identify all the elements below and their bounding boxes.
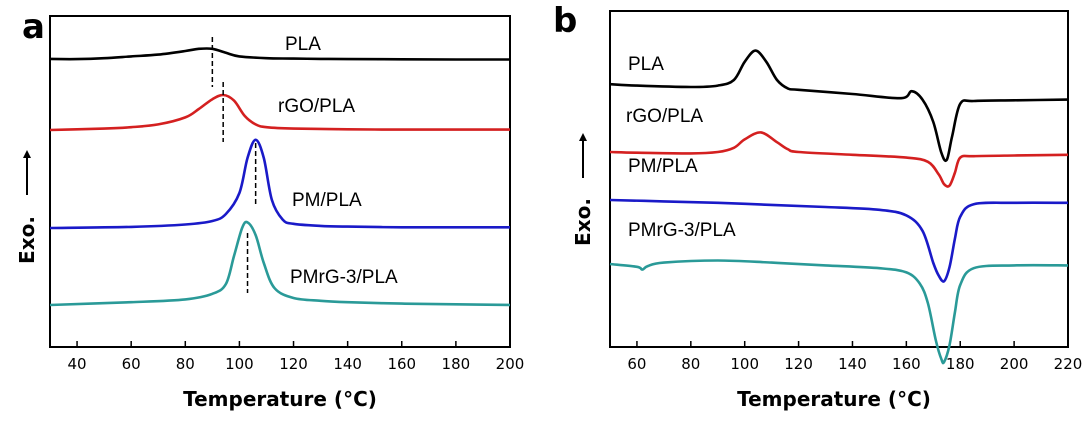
- series-line-a-pm-pla: [49, 138, 510, 230]
- x-tick-label-b-60: 60: [627, 355, 646, 373]
- x-tick-label-b-100: 100: [730, 355, 759, 373]
- series-line-b-pla: [609, 49, 1069, 163]
- arrow-head-icon: [579, 133, 587, 141]
- series-label-b-pmrg-3-pla: PMrG-3/PLA: [628, 220, 736, 241]
- x-ticks-b: 60 80 100 120 140 160 180 200 220: [627, 341, 1082, 373]
- series-line-a-rgo-pla: [49, 93, 510, 132]
- x-tick-label-a-160: 160: [387, 355, 416, 373]
- x-tick-label-a-140: 140: [333, 355, 362, 373]
- series-label-b-pla: PLA: [628, 54, 664, 75]
- x-tick-label-a-200: 200: [496, 355, 525, 373]
- series-line-b-pm-pla: [609, 198, 1069, 283]
- plot-frame-b: [609, 10, 1069, 348]
- x-tick-label-a-180: 180: [442, 355, 471, 373]
- x-tick-label-b-180: 180: [946, 355, 975, 373]
- y-axis-title-b: Exo.: [571, 198, 595, 246]
- panel-letter-b: b: [553, 1, 577, 41]
- plot-frame-a: [49, 15, 511, 348]
- x-tick-label-b-200: 200: [1000, 355, 1029, 373]
- series-line-a-pmrg-3-pla: [49, 220, 511, 307]
- y-axis-label-a: Exo.: [15, 150, 39, 264]
- x-tick-label-a-60: 60: [122, 355, 141, 373]
- y-axis-label-b: Exo.: [571, 133, 595, 246]
- panel-letter-a: a: [22, 7, 45, 47]
- y-axis-title-a: Exo.: [15, 216, 39, 264]
- x-tick-label-b-220: 220: [1054, 355, 1083, 373]
- series-label-b-rgo-pla: rGO/PLA: [626, 106, 703, 127]
- x-tick-label-b-140: 140: [838, 355, 867, 373]
- series-label-a-rgo-pla: rGO/PLA: [278, 96, 355, 117]
- x-tick-label-a-100: 100: [225, 355, 254, 373]
- series-label-a-pmrg-3-pla: PMrG-3/PLA: [290, 267, 398, 288]
- series-label-a-pla: PLA: [285, 34, 321, 55]
- chart-panel-b: b Exo. Temperature (°C) 60 80 100 120 140 160…: [553, 1, 1082, 411]
- chart-panel-a: a Exo. Temperature (°C) 40 60 80 100 120 140 1…: [15, 7, 524, 411]
- series-label-b-pm-pla: PM/PLA: [628, 156, 698, 177]
- x-tick-label-a-80: 80: [176, 355, 195, 373]
- arrow-head-icon: [23, 150, 31, 158]
- curves-b: PLA rGO/PLA PM/PLA PMrG-3/PLA: [609, 49, 1069, 365]
- x-tick-label-b-80: 80: [681, 355, 700, 373]
- x-ticks-a: 40 60 80 100 120 140 160 180 200: [68, 341, 525, 373]
- x-tick-label-b-120: 120: [784, 355, 813, 373]
- x-axis-title-b: Temperature (°C): [737, 387, 931, 411]
- x-tick-label-a-120: 120: [279, 355, 308, 373]
- series-line-b-pmrg-3-pla: [609, 259, 1069, 365]
- series-line-b-rgo-pla: [609, 131, 1069, 188]
- x-axis-title-a: Temperature (°C): [183, 387, 377, 411]
- series-line-a-pla: [49, 47, 510, 61]
- curves-a: PLA rGO/PLA PM/PLA PMrG-3/PLA: [49, 34, 511, 307]
- x-tick-label-b-160: 160: [892, 355, 921, 373]
- x-tick-label-a-40: 40: [68, 355, 87, 373]
- series-label-a-pm-pla: PM/PLA: [292, 190, 362, 211]
